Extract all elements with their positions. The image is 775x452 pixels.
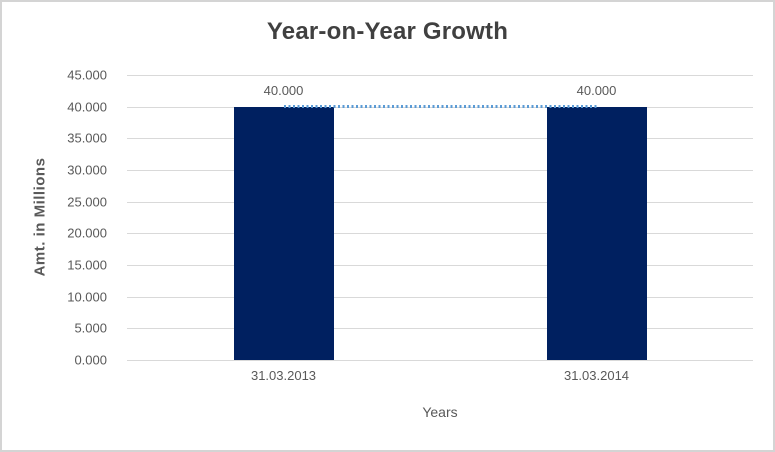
- bar: [233, 106, 334, 360]
- bar-value-label: 40.000: [263, 82, 304, 98]
- x-tick-label: 31.03.2014: [563, 368, 630, 383]
- x-axis-tick-labels: 31.03.2013 31.03.2014: [127, 368, 753, 388]
- bar-value-label: 40.000: [576, 82, 617, 98]
- y-tick-label: 25.000: [67, 194, 107, 210]
- gridline: [127, 170, 753, 171]
- gridline: [127, 296, 753, 298]
- gridline: [127, 328, 753, 330]
- plot-area: 40.000 40.000: [127, 75, 753, 361]
- y-tick-label: 35.000: [67, 130, 107, 146]
- gridline: [127, 233, 753, 235]
- y-tick-label: 20.000: [67, 225, 107, 241]
- y-tick-label: 10.000: [67, 289, 107, 305]
- gridline: [127, 265, 753, 266]
- y-tick-label: 40.000: [67, 99, 107, 115]
- y-tick-label: 15.000: [67, 257, 107, 273]
- y-tick-label: 45.000: [67, 67, 107, 83]
- gridline: [127, 138, 753, 140]
- y-tick-label: 30.000: [67, 162, 107, 178]
- x-axis-title: Years: [422, 404, 458, 420]
- y-tick-label: 5.000: [74, 320, 107, 336]
- gridline: [127, 201, 753, 203]
- bar: [546, 106, 647, 360]
- y-tick-label: 0.000: [74, 352, 107, 368]
- chart-title: Year-on-Year Growth: [266, 18, 509, 45]
- y-axis-tick-labels: 0.000 5.000 10.000 15.000 20.000 25.000 30.000…: [2, 68, 117, 368]
- x-tick-label: 31.03.2013: [250, 368, 317, 383]
- trend-line: [283, 104, 597, 108]
- gridline: [127, 75, 753, 76]
- gridline: [127, 360, 753, 361]
